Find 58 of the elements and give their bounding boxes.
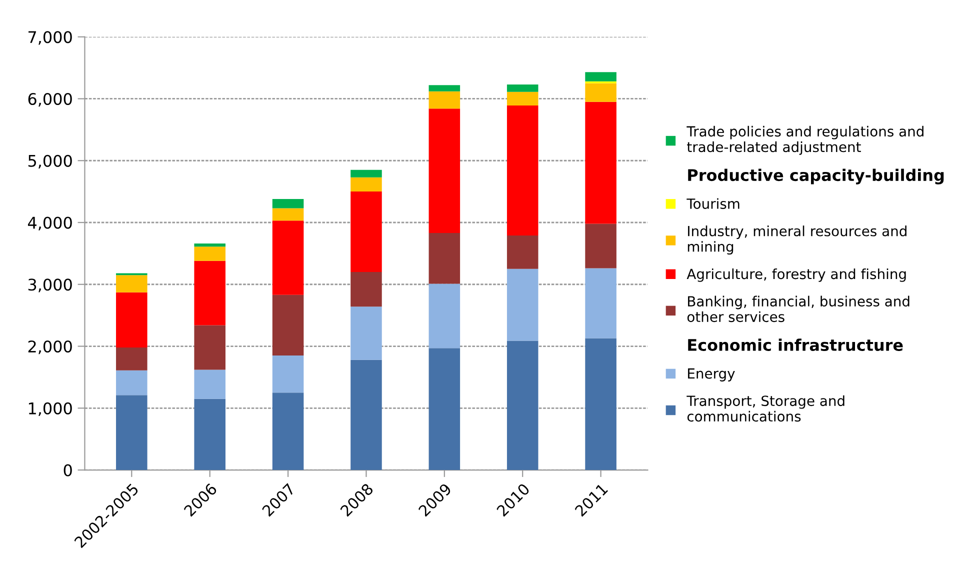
bar: [585, 72, 616, 82]
bar: [428, 233, 460, 284]
bar: [350, 272, 382, 307]
bar: [428, 284, 460, 348]
legend-label: Tourism: [686, 198, 740, 209]
bar: [585, 83, 616, 102]
bar: [194, 244, 226, 247]
y-tick-label: 1,000: [28, 402, 72, 416]
y-tick-label: 2,000: [28, 340, 72, 354]
bar: [194, 325, 226, 370]
y-tick-label: 6,000: [28, 92, 72, 107]
bar: [350, 170, 382, 178]
bar: [350, 306, 382, 360]
text: Productive capacity-building: [688, 168, 944, 184]
legend-label: Trade policies and regulations and trade-related adjustment: [686, 126, 924, 155]
bar: [428, 348, 460, 470]
bar: [272, 392, 304, 470]
bar: [428, 85, 460, 92]
bar: [428, 91, 460, 109]
legend-label: Energy: [688, 368, 735, 382]
y-tick-label: 3,000: [28, 278, 72, 292]
bar: [506, 268, 538, 341]
bar: [116, 395, 148, 470]
y-tick-label: 7,000: [28, 31, 72, 45]
bar: [506, 235, 538, 269]
y-tick-label: 0: [64, 464, 72, 476]
bar: [272, 294, 304, 356]
bar: [506, 106, 538, 236]
bar: [428, 108, 460, 234]
bar: [585, 338, 616, 470]
legend-label: Transport, Storage and communications: [686, 395, 844, 422]
bar: [350, 192, 382, 272]
bar: [194, 398, 226, 470]
bar: [272, 356, 304, 393]
legend-label: Industry, mineral resources and mining: [688, 226, 906, 255]
text: Economic infrastructure: [688, 338, 903, 352]
bar: [116, 292, 148, 348]
bar: [350, 177, 382, 192]
bar: [116, 275, 148, 292]
bar: [116, 370, 148, 396]
bar: [506, 92, 538, 106]
bar: [194, 260, 226, 326]
bar: [506, 340, 538, 470]
bar: [585, 224, 616, 268]
bar: [585, 268, 616, 338]
legend-label: Banking, financial, business and other services: [687, 296, 910, 322]
legend-label: Agriculture, forestry and fishing: [686, 268, 906, 282]
bar: [272, 198, 304, 208]
bar: [116, 347, 148, 370]
bar: [194, 246, 226, 261]
bar: [272, 220, 304, 295]
bar: [506, 84, 538, 92]
bar: [350, 360, 382, 470]
bar: [585, 102, 616, 224]
bar: [194, 370, 226, 399]
y-tick-label: 4,000: [28, 216, 72, 230]
y-tick-label: 5,000: [28, 154, 72, 169]
bar: [272, 208, 304, 221]
